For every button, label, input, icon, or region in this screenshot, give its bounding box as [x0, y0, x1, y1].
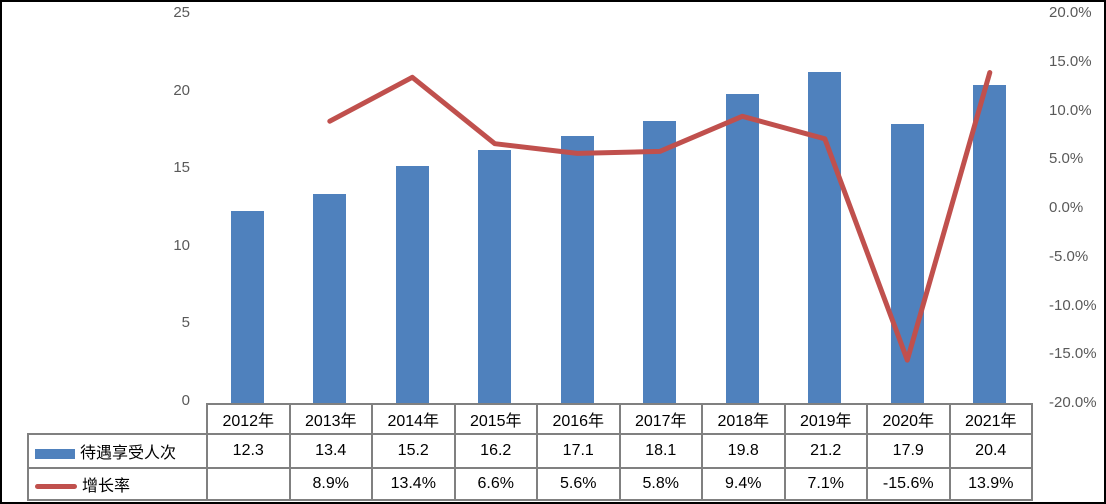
- year-header-2018年: 2018年: [701, 403, 786, 435]
- value-2012年-people: 12.3: [206, 433, 291, 469]
- value-2021年-growth: 13.9%: [948, 467, 1033, 501]
- year-header-2017年: 2017年: [618, 403, 703, 435]
- bar-2021年: [973, 84, 1007, 403]
- right-axis-tick--10.0%: -10.0%: [1049, 296, 1097, 314]
- value-2018年-growth: 9.4%: [701, 467, 786, 501]
- right-axis-tick-5.0%: 5.0%: [1049, 150, 1084, 168]
- year-header-2016年: 2016年: [536, 403, 621, 435]
- value-2015年-growth: 6.6%: [453, 467, 538, 501]
- value-2020年-people: 17.9: [866, 433, 951, 469]
- data-table: 2012年 2013年 2014年 2015年 2016年 2017年 2018年 2019年…: [27, 403, 1033, 501]
- line-series-name: 增长率: [82, 478, 131, 495]
- bar-2018年: [725, 94, 759, 403]
- bar-2012年: [230, 211, 264, 403]
- value-2014年-growth: 13.4%: [371, 467, 456, 501]
- year-header-2013年: 2013年: [288, 403, 373, 435]
- value-2019年-growth: 7.1%: [783, 467, 868, 501]
- left-axis-tick-25: 25: [173, 4, 190, 21]
- right-axis-tick-0.0%: 0.0%: [1049, 199, 1084, 216]
- left-axis-tick-0: 0: [181, 392, 190, 409]
- value-2018年-people: 19.8: [701, 433, 786, 469]
- line-legend-swatch: [35, 484, 77, 490]
- legend-line-series: 增长率: [27, 467, 208, 501]
- value-2017年-people: 18.1: [618, 433, 703, 469]
- table-corner-empty: [28, 404, 207, 434]
- year-header-2021年: 2021年: [948, 403, 1033, 435]
- bar-legend-swatch: [35, 448, 75, 459]
- value-2012年-growth: [206, 467, 291, 501]
- value-2016年-people: 17.1: [536, 433, 621, 469]
- left-axis-tick-5: 5: [181, 314, 190, 332]
- right-axis-tick--15.0%: -15.0%: [1049, 345, 1097, 363]
- left-axis-tick-10: 10: [173, 236, 190, 254]
- year-header-2012年: 2012年: [206, 403, 291, 435]
- value-2016年-growth: 5.6%: [536, 467, 621, 501]
- legend-bar-series: 待遇享受人次: [27, 433, 208, 469]
- year-header-2019年: 2019年: [783, 403, 868, 435]
- year-header-2015年: 2015年: [453, 403, 538, 435]
- value-2013年-people: 13.4: [288, 433, 373, 469]
- value-2013年-growth: 8.9%: [288, 467, 373, 501]
- left-axis-tick-20: 20: [173, 81, 190, 99]
- value-2019年-people: 21.2: [783, 433, 868, 469]
- bar-series-name: 待遇享受人次: [80, 445, 177, 462]
- value-2015年-people: 16.2: [453, 433, 538, 469]
- year-header-2014年: 2014年: [371, 403, 456, 435]
- year-header-2020年: 2020年: [866, 403, 951, 435]
- bar-2016年: [560, 136, 594, 403]
- right-axis-tick--5.0%: -5.0%: [1049, 247, 1089, 265]
- right-axis-tick--20.0%: -20.0%: [1049, 394, 1097, 411]
- bar-2020年: [890, 123, 924, 403]
- bar-2019年: [808, 72, 842, 403]
- right-axis-tick-15.0%: 15.0%: [1049, 52, 1092, 70]
- bar-2013年: [313, 193, 347, 403]
- value-2017年-growth: 5.8%: [618, 467, 703, 501]
- right-axis-tick-10.0%: 10.0%: [1049, 101, 1092, 119]
- bar-2015年: [478, 150, 512, 403]
- value-2021年-people: 20.4: [948, 433, 1033, 469]
- value-2014年-people: 15.2: [371, 433, 456, 469]
- left-axis-tick-15: 15: [173, 159, 190, 177]
- bar-2017年: [643, 120, 677, 403]
- bar-2014年: [395, 165, 429, 403]
- value-2020年-growth: -15.6%: [866, 467, 951, 501]
- right-axis-tick-20.0%: 20.0%: [1049, 4, 1092, 21]
